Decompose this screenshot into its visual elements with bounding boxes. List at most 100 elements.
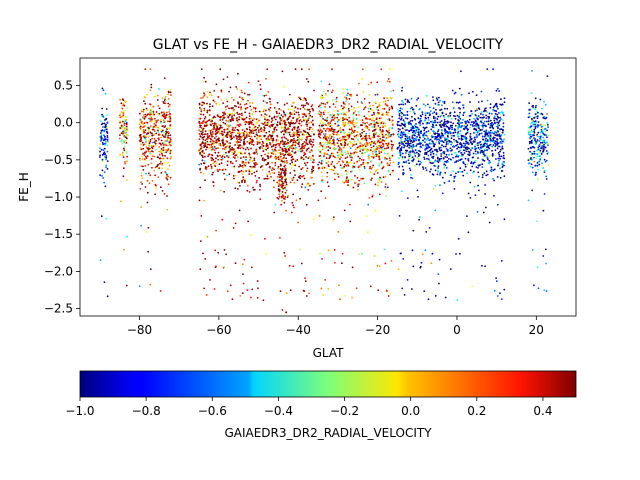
data-point	[101, 122, 104, 125]
data-point	[337, 231, 340, 233]
data-point	[159, 290, 162, 292]
data-point	[165, 175, 168, 178]
data-point	[406, 142, 408, 145]
data-point	[378, 152, 381, 155]
data-point	[303, 162, 306, 165]
data-point	[496, 145, 499, 148]
data-point	[156, 166, 159, 169]
data-point	[379, 141, 381, 144]
data-point	[501, 147, 504, 150]
data-point	[142, 147, 145, 150]
data-point	[426, 121, 429, 124]
data-point	[282, 196, 284, 199]
data-point	[431, 112, 434, 115]
data-point	[496, 147, 499, 150]
data-point	[308, 68, 310, 71]
data-point	[456, 122, 459, 125]
data-point	[402, 258, 405, 260]
data-point	[436, 99, 439, 101]
data-point	[290, 156, 293, 159]
data-point	[408, 121, 410, 124]
data-point	[164, 142, 167, 145]
data-point	[143, 95, 146, 98]
data-point	[101, 87, 104, 90]
data-point	[435, 108, 437, 111]
data-point	[450, 121, 452, 124]
data-point	[253, 166, 256, 168]
data-point	[105, 128, 108, 131]
data-point	[236, 121, 239, 123]
data-point	[220, 162, 223, 165]
data-point	[205, 121, 208, 124]
data-point	[491, 153, 494, 156]
data-point	[143, 117, 146, 120]
data-point	[475, 116, 478, 118]
data-point	[496, 138, 499, 141]
data-point	[444, 133, 447, 135]
data-point	[361, 78, 363, 80]
data-point	[488, 155, 490, 158]
data-point	[237, 102, 240, 105]
data-point	[445, 161, 448, 164]
data-point	[305, 203, 308, 206]
data-point	[380, 117, 382, 120]
data-point	[376, 93, 379, 96]
data-point	[294, 151, 297, 154]
data-point	[368, 141, 371, 144]
data-point	[358, 169, 361, 171]
data-point	[164, 155, 166, 157]
data-point	[207, 143, 209, 146]
data-point	[321, 179, 323, 182]
data-point	[467, 192, 470, 195]
data-point	[356, 94, 358, 97]
data-point	[425, 151, 428, 154]
data-point	[121, 138, 123, 141]
data-point	[213, 288, 216, 290]
data-point	[204, 179, 206, 182]
data-point	[444, 171, 447, 174]
data-point	[199, 240, 202, 243]
data-point	[235, 86, 238, 88]
data-point	[441, 136, 443, 138]
data-point	[353, 118, 356, 120]
data-point	[306, 102, 308, 104]
data-point	[473, 170, 475, 173]
data-point	[363, 106, 366, 109]
data-point	[370, 155, 373, 158]
data-point	[353, 135, 356, 138]
data-point	[388, 119, 391, 121]
data-point	[125, 179, 128, 181]
data-point	[422, 139, 424, 142]
data-point	[257, 140, 260, 143]
data-point	[272, 131, 274, 134]
data-point	[486, 133, 489, 136]
data-point	[297, 107, 299, 110]
data-point	[331, 113, 334, 116]
data-point	[139, 119, 142, 122]
data-point	[408, 136, 411, 138]
data-point	[278, 171, 280, 174]
data-point	[157, 176, 160, 179]
data-point	[502, 152, 505, 154]
data-point	[369, 171, 372, 174]
data-point	[497, 162, 500, 165]
data-point	[266, 124, 269, 127]
data-point	[446, 125, 449, 128]
data-point	[500, 139, 503, 142]
data-point	[373, 255, 376, 257]
data-point	[417, 97, 420, 100]
data-point	[374, 148, 376, 151]
data-point	[404, 125, 406, 128]
data-point	[143, 124, 146, 127]
data-point	[370, 140, 373, 143]
data-point	[452, 170, 455, 173]
data-point	[296, 129, 298, 132]
data-point	[232, 109, 235, 112]
data-point	[330, 143, 333, 146]
data-point	[237, 147, 240, 150]
data-point	[211, 173, 214, 176]
data-point	[350, 133, 353, 136]
data-point	[325, 120, 328, 122]
data-point	[457, 146, 460, 149]
data-point	[495, 118, 498, 120]
